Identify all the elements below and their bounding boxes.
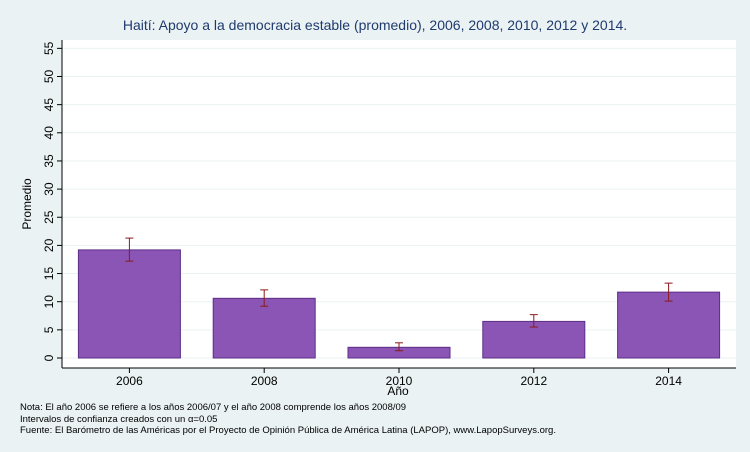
y-tick-label: 55 [42, 41, 56, 55]
bar [617, 291, 721, 359]
x-tick-label: 2014 [655, 374, 682, 388]
x-tick-label: 2012 [520, 374, 547, 388]
bar [212, 297, 316, 359]
y-axis-label: Promedio [20, 178, 34, 230]
x-tick-label: 2006 [116, 374, 143, 388]
x-tick-label: 2010 [386, 374, 413, 388]
bar [77, 249, 181, 359]
y-tick-label: 10 [42, 295, 56, 309]
y-tick-label: 5 [42, 326, 56, 333]
y-tick-label: 0 [42, 354, 56, 361]
note-line-2: Intervalos de confianza creados con un α… [20, 413, 218, 425]
x-tick-label: 2008 [251, 374, 278, 388]
y-tick-label: 20 [42, 238, 56, 252]
y-tick-label: 25 [42, 210, 56, 224]
x-axis-label: Año [387, 384, 409, 398]
y-tick-label: 15 [42, 267, 56, 281]
y-tick-label: 35 [42, 154, 56, 168]
chart-notes: Nota: El año 2006 se refiere a los años … [20, 402, 556, 437]
y-tick-label: 30 [42, 182, 56, 196]
y-tick-label: 40 [42, 126, 56, 140]
bars [77, 249, 721, 359]
x-axis: 2006 2008 2010 2012 2014 [62, 367, 736, 388]
chart-title: Haití: Apoyo a la democracia estable (pr… [123, 17, 627, 33]
error-bars [125, 237, 673, 352]
y-axis: 0 5 10 15 20 25 30 35 40 45 50 55 [42, 40, 63, 368]
note-line-3: Fuente: El Barómetro de las Américas por… [20, 425, 556, 436]
y-tick-label: 50 [42, 70, 56, 84]
note-line-1: Nota: El año 2006 se refiere a los años … [20, 402, 407, 413]
y-tick-label: 45 [42, 98, 56, 112]
